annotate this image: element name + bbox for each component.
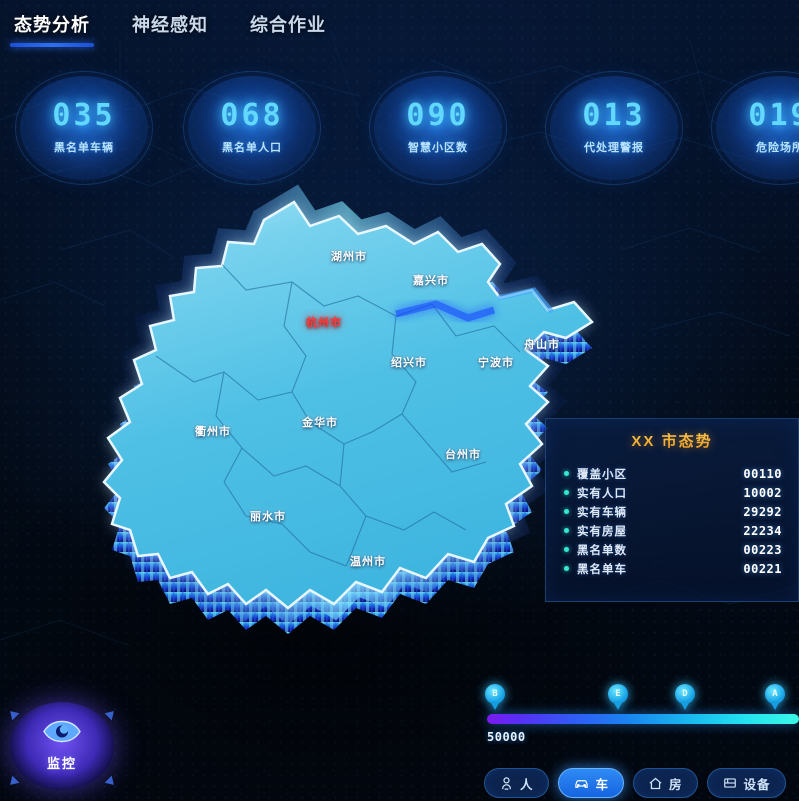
row-key: 黑名单数	[577, 544, 627, 557]
stat-label: 智慧小区数	[408, 142, 468, 154]
pin-tip-icon	[613, 701, 623, 710]
city-label-lishui[interactable]: 丽水市	[250, 511, 286, 523]
city-label-jinhua[interactable]: 金华市	[302, 417, 338, 429]
stat-orb-blacklist-population[interactable]: 068 黑名单人口	[178, 71, 326, 185]
row-key: 覆盖小区	[577, 468, 627, 481]
filter-pill-person[interactable]: 人	[484, 768, 549, 798]
filter-pill-device[interactable]: 设备	[706, 768, 786, 798]
device-icon	[722, 776, 738, 790]
legend-pin-row: B E D A	[485, 684, 799, 714]
row-value: 29292	[743, 504, 782, 519]
table-row: 实有房屋 22234	[564, 521, 782, 540]
corner-marker-bottom-right	[104, 775, 118, 789]
corner-marker-top-right	[104, 707, 118, 721]
row-value: 00221	[743, 561, 782, 576]
city-label-taizhou[interactable]: 台州市	[445, 449, 481, 461]
row-key: 实有房屋	[577, 525, 627, 538]
stat-orb-danger-sites[interactable]: 019 危险场所	[706, 71, 799, 185]
row-value: 00223	[743, 542, 782, 557]
stat-orb-pending-alerts[interactable]: 013 代处理警报	[540, 71, 688, 185]
pin-tip-icon	[680, 701, 690, 710]
pin-tip-icon	[490, 701, 500, 710]
city-label-wenzhou[interactable]: 温州市	[350, 556, 386, 568]
row-key: 黑名单车	[577, 563, 627, 576]
stat-value: 035	[52, 98, 116, 133]
city-label-huzhou[interactable]: 湖州市	[331, 251, 367, 263]
row-value: 00110	[743, 466, 782, 481]
stat-label: 代处理警报	[584, 142, 644, 154]
legend-pin-d[interactable]: D	[675, 684, 695, 710]
top-navigation: 态势分析 神经感知 综合作业	[0, 0, 799, 56]
filter-pill-label: 人	[520, 777, 534, 792]
row-key: 实有车辆	[577, 506, 627, 519]
legend-gradient-bar[interactable]	[487, 714, 799, 724]
row-value: 10002	[743, 485, 782, 500]
table-row: 黑名单数 00223	[564, 540, 782, 559]
filter-pill-house[interactable]: 房	[633, 768, 698, 798]
nav-tab-neural[interactable]: 神经感知	[132, 15, 208, 35]
bullet-icon	[564, 471, 569, 476]
city-label-hangzhou[interactable]: 杭州市	[306, 317, 342, 329]
stat-label: 危险场所	[756, 142, 799, 154]
legend-pin-b[interactable]: B	[485, 684, 505, 710]
stat-value: 090	[406, 98, 470, 133]
car-icon	[573, 776, 590, 791]
panel-title: XX 市态势	[546, 419, 798, 451]
bullet-icon	[564, 490, 569, 495]
stat-orb-blacklist-vehicles[interactable]: 035 黑名单车辆	[10, 71, 158, 185]
bullet-icon	[564, 528, 569, 533]
city-label-zhoushan[interactable]: 舟山市	[524, 339, 560, 351]
panel-row-list: 覆盖小区 00110 实有人口 10002 实有车辆 29292 实有房屋 22…	[546, 464, 798, 578]
city-label-quzhou[interactable]: 衢州市	[195, 426, 231, 438]
table-row: 黑名单车 00221	[564, 559, 782, 578]
heat-legend: B E D A 50000	[485, 684, 799, 750]
house-icon	[648, 776, 663, 791]
legend-value: 50000	[487, 730, 526, 744]
filter-pill-label: 车	[595, 777, 610, 792]
city-situation-panel: XX 市态势 覆盖小区 00110 实有人口 10002 实有车辆 29292 …	[545, 418, 799, 602]
stat-value: 019	[748, 98, 799, 133]
legend-pin-e[interactable]: E	[608, 684, 628, 710]
person-icon	[499, 776, 514, 791]
row-key: 实有人口	[577, 487, 627, 500]
bullet-icon	[564, 547, 569, 552]
corner-marker-bottom-left	[6, 775, 20, 789]
province-map[interactable]: 湖州市 嘉兴市 杭州市 舟山市 绍兴市 宁波市 衢州市 金华市 台州市 丽水市 …	[86, 184, 616, 656]
stat-value: 013	[582, 98, 646, 133]
city-label-ningbo[interactable]: 宁波市	[478, 357, 514, 369]
legend-pin-a[interactable]: A	[765, 684, 785, 710]
nav-tab-operations[interactable]: 综合作业	[250, 15, 326, 35]
bullet-icon	[564, 566, 569, 571]
eye-icon	[42, 719, 82, 748]
city-label-shaoxing[interactable]: 绍兴市	[391, 357, 427, 369]
row-value: 22234	[743, 523, 782, 538]
nav-tab-situation[interactable]: 态势分析	[10, 9, 94, 47]
table-row: 实有车辆 29292	[564, 502, 782, 521]
pin-tip-icon	[770, 701, 780, 710]
corner-marker-top-left	[6, 707, 20, 721]
stat-label: 黑名单人口	[222, 142, 282, 154]
table-row: 实有人口 10002	[564, 483, 782, 502]
layer-filter-bar: 人 车 房 设备	[484, 766, 799, 800]
stat-label: 黑名单车辆	[54, 142, 114, 154]
filter-pill-label: 房	[669, 777, 683, 792]
monitor-button[interactable]: 监控	[6, 702, 118, 790]
filter-pill-vehicle[interactable]: 车	[557, 768, 625, 798]
city-label-jiaxing[interactable]: 嘉兴市	[413, 275, 449, 287]
stat-orb-smart-communities[interactable]: 090 智慧小区数	[364, 71, 512, 185]
stat-orb-row: 035 黑名单车辆 068 黑名单人口 090 智慧小区数 013 代处理警报 …	[0, 71, 799, 185]
filter-pill-label: 设备	[743, 777, 771, 792]
table-row: 覆盖小区 00110	[564, 464, 782, 483]
stat-value: 068	[220, 98, 284, 133]
bullet-icon	[564, 509, 569, 514]
monitor-label: 监控	[46, 756, 77, 772]
